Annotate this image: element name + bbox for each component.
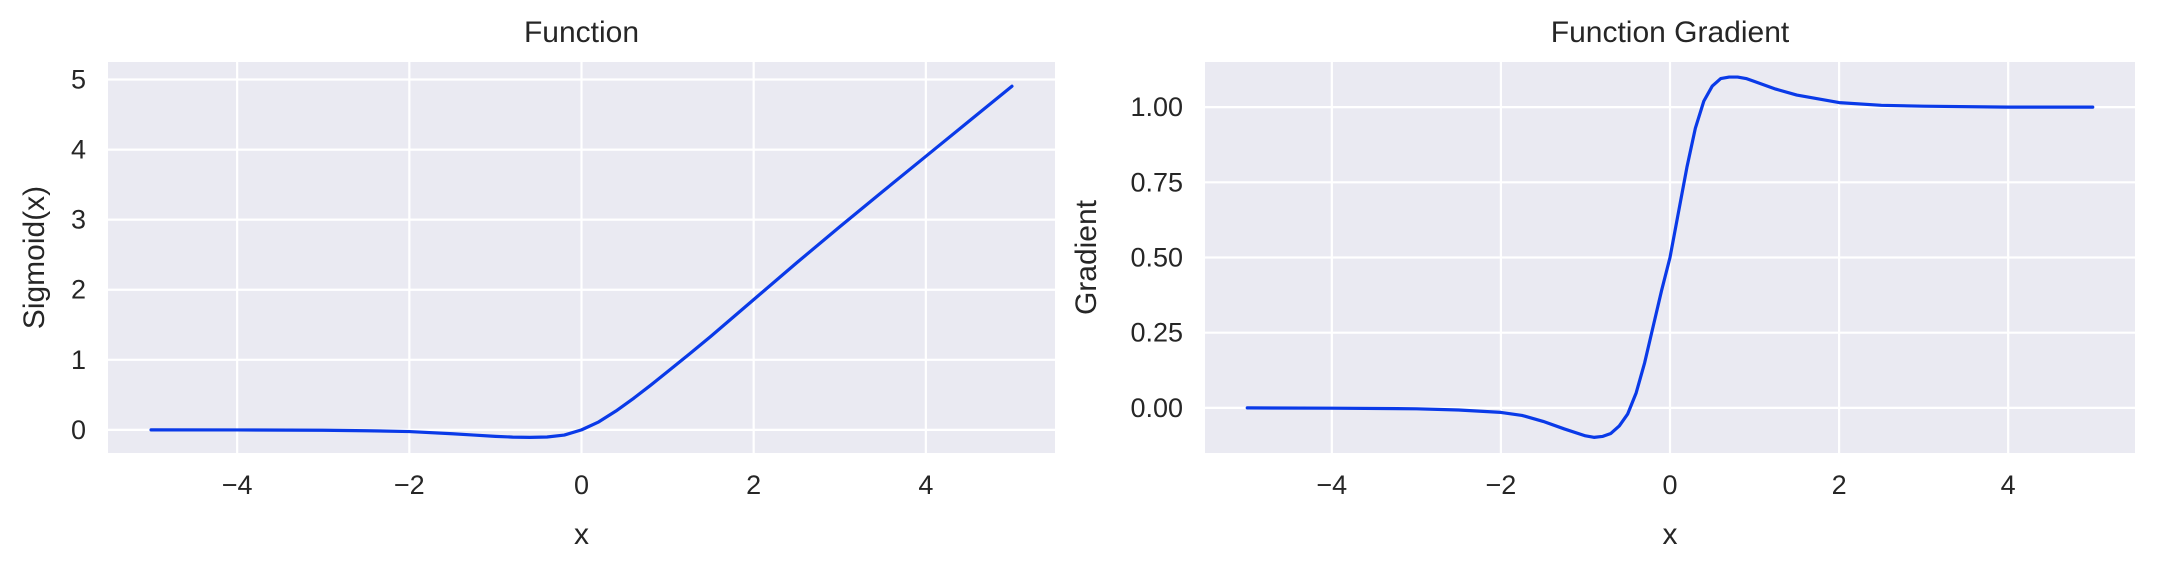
x-tick-label: 0 xyxy=(574,470,589,500)
x-tick-label: 2 xyxy=(746,470,761,500)
series-line-1 xyxy=(1245,75,2095,439)
x-tick-label: 2 xyxy=(1832,470,1847,500)
chart-panel-2: −4 −2 0 2 4 0.00 0.25 0.50 0.75 1.00 Function Grad… xyxy=(1070,16,2135,551)
x-tick-label: 0 xyxy=(1662,470,1677,500)
y-tick-label: 3 xyxy=(71,205,86,235)
series-line-1 xyxy=(149,84,1014,439)
chart-title: Function xyxy=(524,16,639,49)
y-tick-label: 1.00 xyxy=(1130,92,1183,122)
chart-title: Function Gradient xyxy=(1551,16,1790,49)
y-tick-label: 0.00 xyxy=(1130,393,1183,423)
x-axis-label: x xyxy=(574,518,589,551)
y-axis-label: Sigmoid(x) xyxy=(18,186,51,329)
x-tick-label: −2 xyxy=(1486,470,1517,500)
y-tick-label: 0.75 xyxy=(1130,167,1183,197)
x-tick-label: −2 xyxy=(394,470,425,500)
x-tick-label: 4 xyxy=(918,470,933,500)
x-tick-label: −4 xyxy=(1316,470,1347,500)
y-tick-label: 1 xyxy=(71,345,86,375)
x-axis-label: x xyxy=(1663,518,1678,551)
x-tick-label: −4 xyxy=(222,470,253,500)
y-tick-label: 0.25 xyxy=(1130,318,1183,348)
y-tick-label: 2 xyxy=(71,275,86,305)
y-tick-label: 4 xyxy=(71,135,86,165)
y-axis-label: Gradient xyxy=(1070,199,1103,315)
y-tick-label: 0.50 xyxy=(1130,243,1183,273)
y-tick-label: 5 xyxy=(71,65,86,95)
x-tick-label: 4 xyxy=(2001,470,2016,500)
y-tick-label: 0 xyxy=(71,415,86,445)
chart-panel-1: −4 −2 0 2 4 0 1 2 3 4 5 Function x Sigmoid(x) xyxy=(18,16,1055,551)
